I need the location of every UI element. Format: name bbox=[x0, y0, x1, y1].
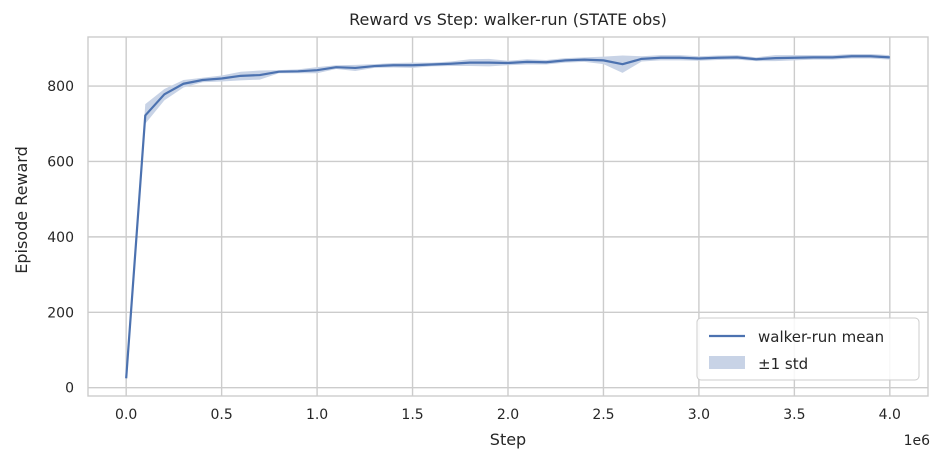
y-tick-label: 0 bbox=[65, 381, 74, 397]
x-axis-offset-label: 1e6 bbox=[904, 433, 931, 449]
legend-box bbox=[696, 317, 920, 381]
mean-line-layer bbox=[125, 55, 890, 379]
y-tick-label: 600 bbox=[47, 154, 74, 170]
x-tick-label: 2.0 bbox=[497, 407, 519, 423]
y-tick-label: 800 bbox=[47, 79, 74, 95]
mean-line bbox=[125, 55, 890, 379]
y-tick-label: 400 bbox=[47, 230, 74, 246]
x-tick-label: 1.5 bbox=[401, 407, 423, 423]
y-tick-labels: 0 200 400 600 800 bbox=[47, 79, 74, 397]
x-tick-label: 2.5 bbox=[592, 407, 614, 423]
y-axis-label: Episode Reward bbox=[12, 146, 31, 274]
x-tick-label: 1.0 bbox=[306, 407, 328, 423]
x-tick-label: 3.5 bbox=[783, 407, 805, 423]
gridlines bbox=[88, 37, 928, 396]
x-tick-label: 4.0 bbox=[879, 407, 901, 423]
chart-title: Reward vs Step: walker-run (STATE obs) bbox=[349, 10, 667, 29]
x-tick-label: 0.5 bbox=[211, 407, 233, 423]
legend-std-label: ±1 std bbox=[758, 355, 808, 373]
x-tick-label: 3.0 bbox=[688, 407, 710, 423]
x-tick-label: 0.0 bbox=[115, 407, 137, 423]
y-tick-label: 200 bbox=[47, 305, 74, 321]
legend-std-swatch bbox=[709, 356, 745, 369]
plot-frame bbox=[87, 36, 929, 397]
legend-mean-label: walker-run mean bbox=[758, 328, 884, 346]
x-tick-labels: 0.0 0.5 1.0 1.5 2.0 2.5 3.0 3.5 4.0 bbox=[115, 407, 901, 423]
x-axis-label: Step bbox=[490, 430, 526, 449]
legend: walker-run mean ±1 std bbox=[696, 317, 920, 381]
